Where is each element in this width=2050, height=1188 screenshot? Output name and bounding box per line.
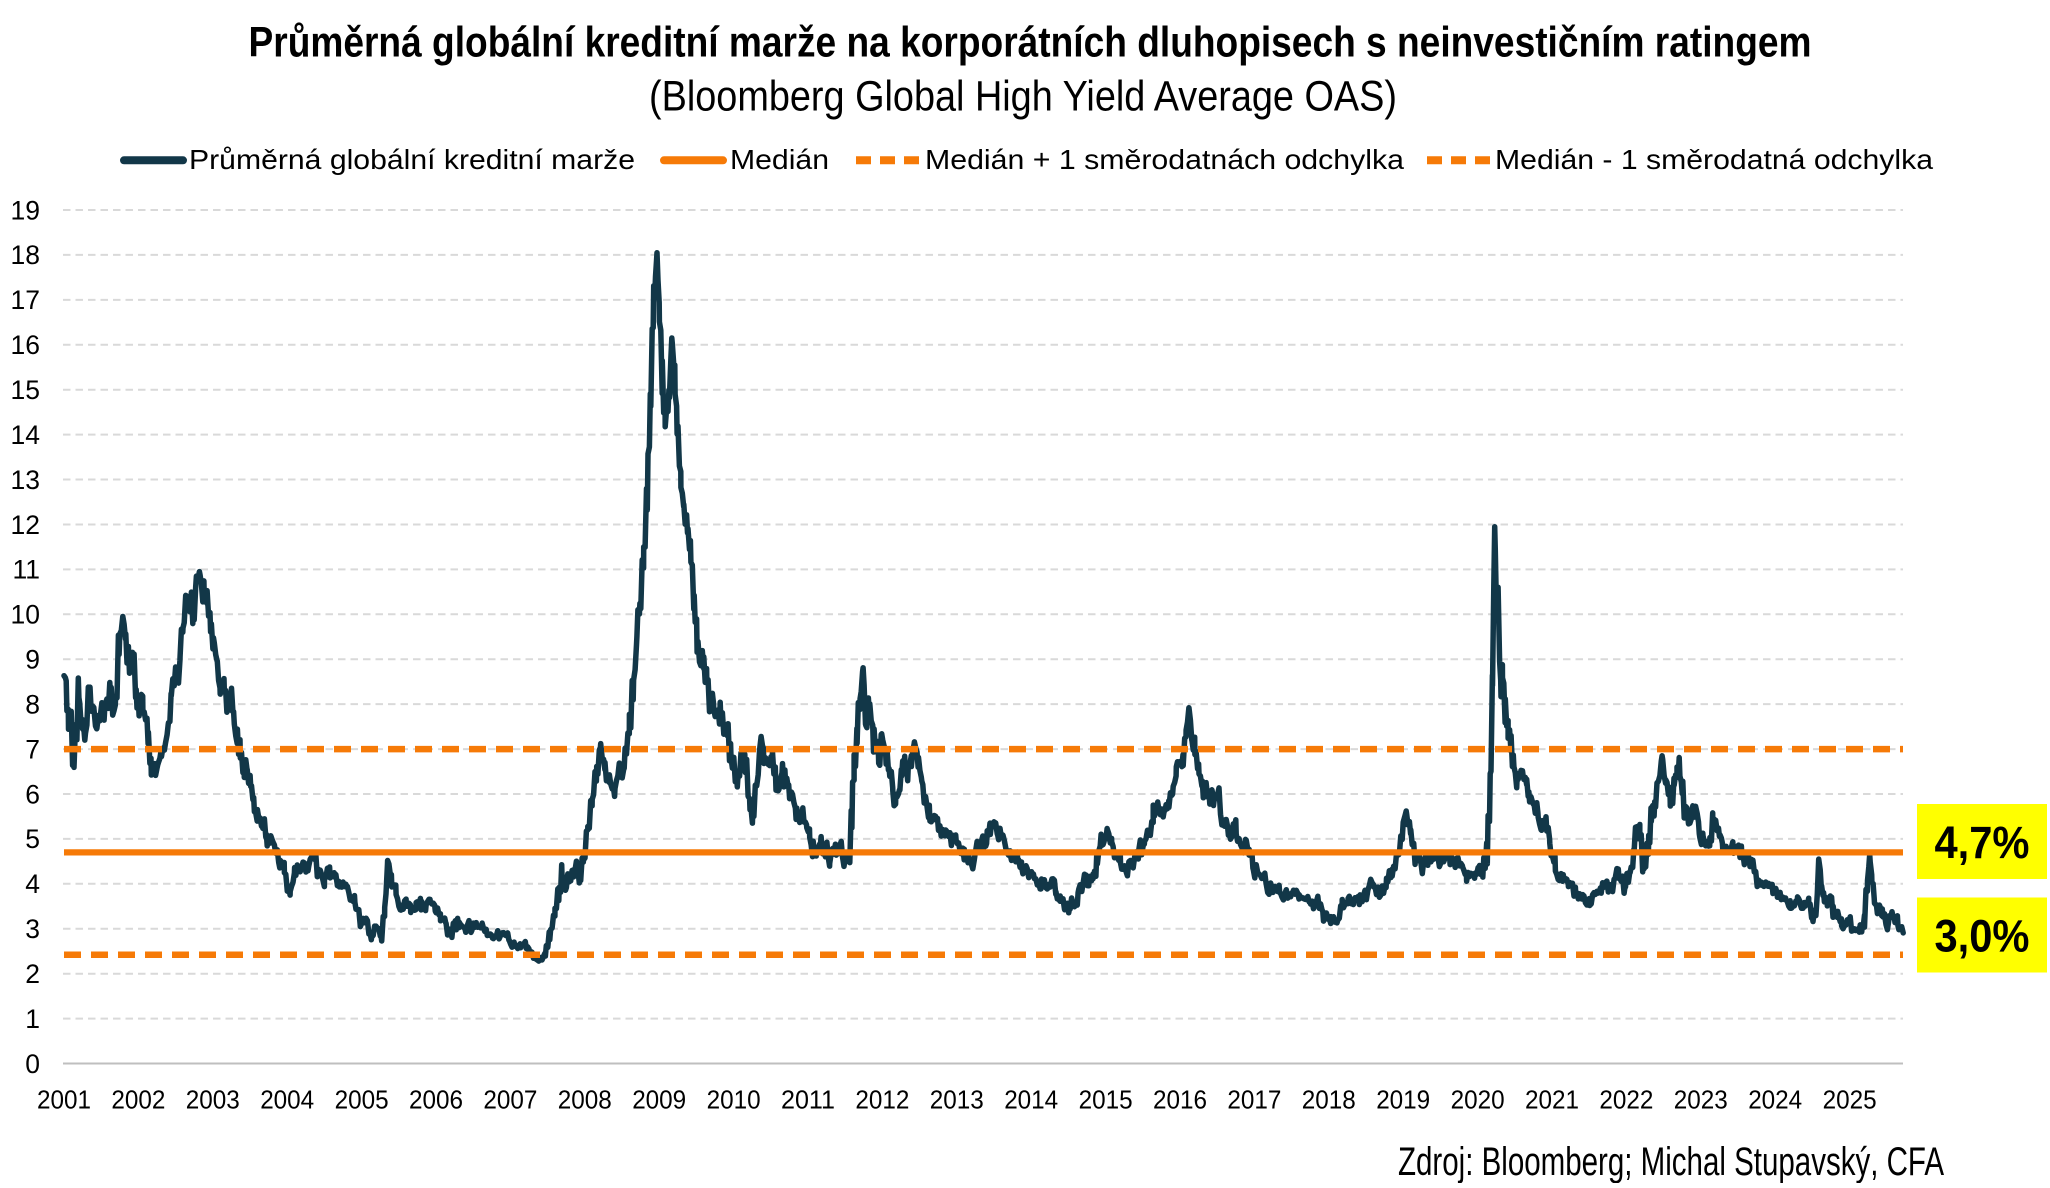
svg-text:5: 5 [25, 824, 40, 854]
svg-text:3: 3 [25, 914, 40, 944]
svg-text:19: 19 [11, 195, 40, 225]
svg-text:8: 8 [25, 689, 40, 719]
svg-text:15: 15 [11, 375, 40, 405]
svg-text:3,0%: 3,0% [1935, 911, 2030, 962]
svg-text:0: 0 [25, 1049, 40, 1079]
svg-text:2022: 2022 [1599, 1085, 1653, 1115]
svg-text:2009: 2009 [632, 1085, 686, 1115]
svg-text:2005: 2005 [335, 1085, 389, 1115]
svg-text:14: 14 [11, 420, 40, 450]
svg-text:2015: 2015 [1079, 1085, 1133, 1115]
svg-text:2017: 2017 [1227, 1085, 1281, 1115]
svg-text:2011: 2011 [781, 1085, 835, 1115]
svg-text:2013: 2013 [930, 1085, 984, 1115]
svg-text:11: 11 [12, 555, 40, 585]
svg-text:2021: 2021 [1525, 1085, 1579, 1115]
svg-text:12: 12 [11, 510, 40, 540]
svg-text:Medián: Medián [730, 144, 829, 175]
svg-text:2019: 2019 [1376, 1085, 1430, 1115]
svg-text:4,7%: 4,7% [1935, 817, 2030, 868]
svg-text:Medián + 1 směrodatnách odchyl: Medián + 1 směrodatnách odchylka [925, 144, 1404, 175]
svg-text:6: 6 [25, 779, 40, 809]
svg-text:7: 7 [25, 734, 40, 764]
svg-text:2006: 2006 [409, 1085, 463, 1115]
svg-text:2014: 2014 [1004, 1085, 1058, 1115]
svg-text:Zdroj: Bloomberg; Michal Stupa: Zdroj: Bloomberg; Michal Stupavský, CFA [1398, 1140, 1944, 1183]
svg-text:4: 4 [25, 869, 40, 899]
svg-text:9: 9 [25, 645, 40, 675]
svg-text:2025: 2025 [1823, 1085, 1877, 1115]
svg-text:2008: 2008 [558, 1085, 612, 1115]
svg-text:2004: 2004 [260, 1085, 314, 1115]
svg-text:2010: 2010 [707, 1085, 761, 1115]
svg-text:16: 16 [11, 330, 40, 360]
svg-text:Průměrná globální kreditní mar: Průměrná globální kreditní marže [189, 144, 635, 175]
svg-text:Průměrná globální kreditní mar: Průměrná globální kreditní marže na korp… [249, 19, 1812, 67]
svg-text:Medián - 1 směrodatná odchylka: Medián - 1 směrodatná odchylka [1495, 144, 1933, 175]
svg-text:2023: 2023 [1674, 1085, 1728, 1115]
svg-text:(Bloomberg Global High Yield A: (Bloomberg Global High Yield Average OAS… [649, 73, 1397, 121]
svg-text:2012: 2012 [855, 1085, 909, 1115]
svg-text:18: 18 [11, 240, 40, 270]
svg-text:2003: 2003 [186, 1085, 240, 1115]
svg-text:1: 1 [25, 1004, 40, 1034]
svg-text:2016: 2016 [1153, 1085, 1207, 1115]
svg-text:2001: 2001 [37, 1085, 91, 1115]
svg-text:2024: 2024 [1748, 1085, 1802, 1115]
svg-text:13: 13 [11, 465, 40, 495]
svg-text:2002: 2002 [111, 1085, 165, 1115]
svg-text:2007: 2007 [483, 1085, 537, 1115]
svg-text:2018: 2018 [1302, 1085, 1356, 1115]
svg-text:17: 17 [11, 285, 40, 315]
svg-text:2: 2 [25, 959, 40, 989]
svg-text:2020: 2020 [1451, 1085, 1505, 1115]
svg-text:10: 10 [11, 600, 40, 630]
